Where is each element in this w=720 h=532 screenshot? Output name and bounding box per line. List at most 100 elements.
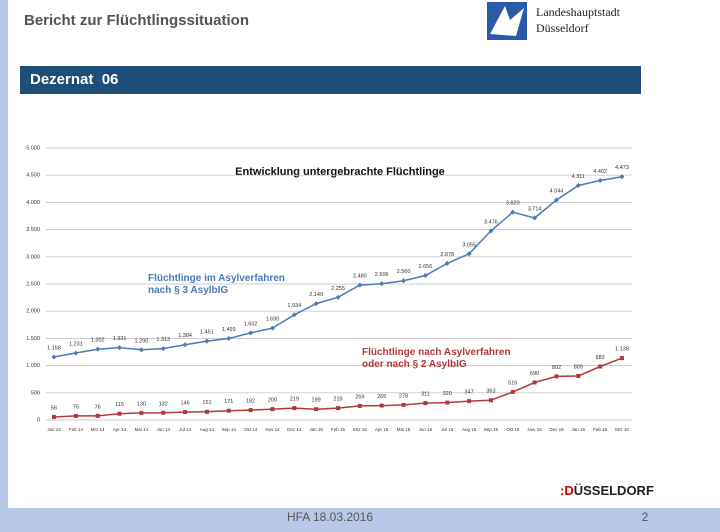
point — [335, 294, 341, 300]
y-tick-label: 4.000 — [26, 200, 40, 206]
data-label: 2.480 — [353, 274, 367, 280]
data-label: 1.602 — [244, 321, 258, 327]
x-tick-label: Jun 14 — [156, 427, 170, 432]
x-tick-label: Sep 14 — [222, 427, 237, 432]
data-label: 219 — [333, 397, 342, 403]
data-label: 75 — [73, 404, 79, 410]
y-tick-label: 0 — [37, 417, 40, 423]
data-label: 1.499 — [222, 327, 236, 333]
logo-emblem — [487, 2, 527, 40]
point — [292, 406, 297, 411]
y-tick-label: 3.000 — [26, 254, 40, 260]
x-tick-label: Nov 15 — [527, 427, 542, 432]
point — [51, 354, 57, 360]
point — [138, 347, 144, 353]
data-label: 171 — [224, 399, 233, 405]
y-tick-label: 2.000 — [26, 309, 40, 315]
point — [226, 335, 232, 341]
y-tick-label: 1.500 — [26, 336, 40, 342]
point — [422, 273, 428, 279]
point — [445, 400, 450, 405]
data-label: 130 — [137, 401, 146, 407]
point — [619, 174, 625, 180]
data-label: 132 — [159, 401, 168, 407]
data-label: 320 — [443, 391, 452, 397]
data-label: 115 — [115, 402, 124, 408]
data-label: 1.384 — [178, 333, 192, 339]
y-tick-label: 500 — [31, 390, 40, 396]
data-label: 3.714 — [528, 206, 542, 212]
point — [357, 403, 362, 408]
point — [553, 197, 559, 203]
point — [95, 413, 100, 418]
x-tick-label: Dez 15 — [549, 427, 564, 432]
x-tick-label: Okt 14 — [244, 427, 258, 432]
data-label: 151 — [202, 400, 211, 406]
point — [575, 182, 581, 188]
brand-rest: ÜSSELDORF — [574, 483, 654, 498]
data-label: 4.473 — [615, 165, 629, 171]
point — [510, 209, 516, 215]
data-label: 259 — [355, 394, 364, 400]
data-label: 2.506 — [375, 272, 389, 278]
x-tick-label: Feb 14 — [69, 427, 84, 432]
data-label: 182 — [246, 399, 255, 405]
data-label: 983 — [596, 355, 605, 361]
x-tick-label: Mrz 16 — [615, 427, 629, 432]
data-label: 56 — [51, 405, 57, 411]
data-label: 2.255 — [331, 286, 345, 292]
point — [597, 178, 603, 184]
point — [379, 403, 384, 408]
point — [161, 410, 166, 415]
point — [139, 410, 144, 415]
point — [73, 350, 79, 356]
data-label: 1.231 — [69, 341, 83, 347]
data-label: 199 — [312, 398, 321, 404]
point — [532, 380, 537, 385]
chart-title: Entwicklung untergebrachte Flüchtlinge — [235, 166, 445, 178]
point — [314, 407, 319, 412]
series-line — [53, 175, 623, 358]
section-title: Dezernat 06 — [30, 71, 118, 88]
series-label: Flüchtlinge im Asylverfahren nach § 3 As… — [148, 273, 285, 296]
point — [52, 414, 56, 419]
point — [226, 408, 231, 413]
point — [488, 398, 493, 403]
x-tick-label: Okt 15 — [506, 427, 520, 432]
data-label: 311 — [421, 392, 430, 398]
footer-date: HFA 18.03.2016 — [287, 510, 373, 524]
data-label: 3.820 — [506, 201, 520, 207]
point — [270, 407, 275, 412]
point — [510, 389, 515, 394]
y-tick-label: 3.500 — [26, 227, 40, 233]
data-label: 2.560 — [397, 269, 411, 275]
data-label: 1.290 — [135, 338, 149, 344]
data-label: 278 — [399, 393, 408, 399]
x-tick-label: Jun 15 — [419, 427, 433, 432]
x-tick-label: Mai 15 — [397, 427, 411, 432]
logo-text: Düsseldorf — [536, 21, 589, 35]
data-label: 1.451 — [200, 330, 214, 336]
point — [532, 215, 538, 221]
point — [117, 345, 123, 351]
x-tick-label: Aug 14 — [200, 427, 215, 432]
x-tick-label: Jul 14 — [179, 427, 192, 432]
data-label: 690 — [530, 371, 539, 377]
data-label: 1.302 — [91, 338, 105, 344]
point — [401, 278, 407, 284]
point — [269, 325, 275, 331]
brand-prefix: :D — [560, 483, 574, 498]
point — [95, 346, 101, 352]
x-tick-label: Apr 14 — [113, 427, 127, 432]
x-tick-label: Mai 14 — [135, 427, 149, 432]
data-label: 1.690 — [266, 317, 280, 323]
y-tick-label: 5.000 — [26, 145, 40, 151]
data-label: 4.311 — [572, 174, 585, 180]
x-tick-label: Jan 14 — [47, 427, 61, 432]
data-label: 76 — [95, 404, 101, 410]
data-label: 3.055 — [462, 242, 476, 248]
x-tick-label: Sep 15 — [484, 427, 499, 432]
data-label: 1.331 — [113, 336, 127, 342]
point — [291, 312, 297, 318]
